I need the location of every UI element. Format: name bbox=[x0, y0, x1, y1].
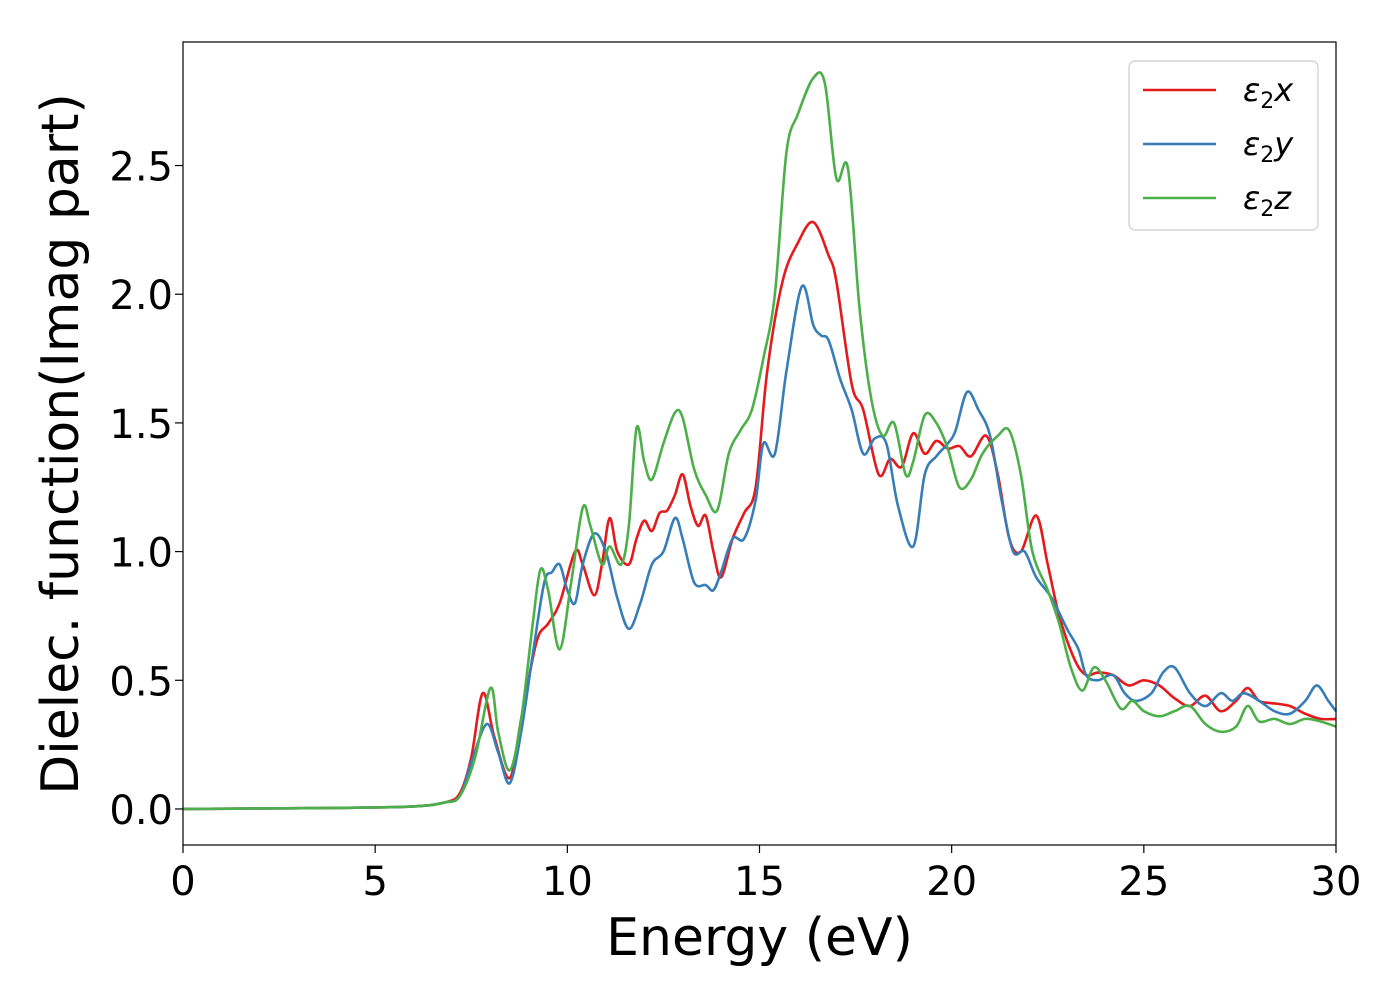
x-tick-label: 15 bbox=[734, 859, 785, 905]
x-axis-label: Energy (eV) bbox=[606, 908, 913, 968]
x-tick-label: 20 bbox=[926, 859, 977, 905]
x-tick-label: 5 bbox=[362, 859, 387, 905]
y-tick-label: 2.5 bbox=[109, 145, 173, 191]
y-tick-label: 2.0 bbox=[109, 273, 173, 319]
y-tick-label: 0.0 bbox=[109, 788, 173, 834]
x-axis-ticks: 0 5 10 15 20 25 30 bbox=[170, 845, 1361, 905]
x-tick-label: 30 bbox=[1311, 859, 1362, 905]
y-axis-label: Dielec. function(Imag part) bbox=[31, 93, 91, 795]
y-tick-label: 1.5 bbox=[109, 402, 173, 448]
y-tick-label: 1.0 bbox=[109, 531, 173, 577]
series-line-x bbox=[182, 220, 1337, 811]
y-tick-label: 0.5 bbox=[109, 659, 173, 705]
series-line-y bbox=[182, 284, 1338, 811]
legend: ε2x ε2y ε2z bbox=[1128, 60, 1319, 231]
series-layer bbox=[182, 71, 1338, 811]
x-tick-label: 25 bbox=[1118, 859, 1169, 905]
series-line-z bbox=[182, 71, 1337, 811]
legend-label-z: ε2z bbox=[1243, 179, 1292, 222]
legend-label-x: ε2x bbox=[1243, 71, 1294, 114]
legend-box bbox=[1128, 60, 1319, 231]
x-tick-label: 0 bbox=[170, 859, 195, 905]
y-axis-ticks: 0.0 0.5 1.0 1.5 2.0 2.5 bbox=[109, 145, 183, 834]
legend-label-y: ε2y bbox=[1243, 125, 1294, 168]
x-tick-label: 10 bbox=[542, 859, 593, 905]
